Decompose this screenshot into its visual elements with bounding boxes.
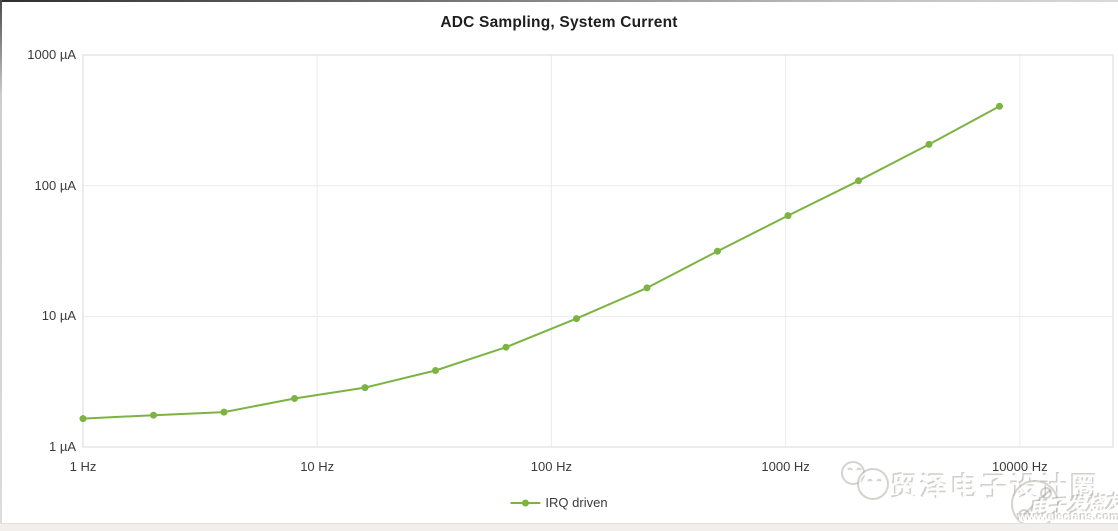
y-tick-label: 100 µA (34, 177, 76, 193)
data-point-marker (220, 408, 228, 416)
y-tick-label: 1 µA (48, 439, 76, 454)
data-point-marker (925, 140, 933, 148)
data-point-marker (502, 343, 510, 351)
chart-title: ADC Sampling, System Current (440, 14, 678, 31)
legend-marker (521, 499, 529, 506)
data-point-marker (150, 411, 157, 419)
legend: IRQ driven (510, 495, 608, 510)
legend-swatch-icon (510, 499, 541, 506)
data-point-marker (784, 212, 792, 220)
data-point-marker (361, 384, 369, 392)
data-point-marker (573, 315, 580, 323)
x-tick-label: 10 Hz (300, 459, 335, 474)
data-point-marker (855, 177, 862, 185)
frame-top-border (0, 0, 1118, 2)
legend-label: IRQ driven (545, 495, 608, 510)
y-tick-label: 10 µA (41, 308, 76, 324)
y-tick-label: 1000 µA (27, 47, 76, 62)
x-tick-label: 10000 Hz (991, 459, 1048, 474)
data-point-marker (996, 102, 1003, 110)
x-tick-label: 100 Hz (530, 459, 572, 474)
x-tick-label: 1 Hz (69, 459, 97, 474)
data-point-marker (79, 415, 87, 423)
frame-left-border (0, 0, 2, 531)
x-tick-label: 1000 Hz (761, 459, 810, 474)
data-point-marker (714, 247, 721, 255)
data-point-marker (432, 367, 439, 374)
data-point-marker (291, 395, 298, 402)
plot-border (82, 54, 1114, 448)
data-point-marker (643, 284, 651, 292)
irq-driven-series-line (82, 105, 1001, 420)
frame-bottom-strip (0, 523, 1118, 531)
